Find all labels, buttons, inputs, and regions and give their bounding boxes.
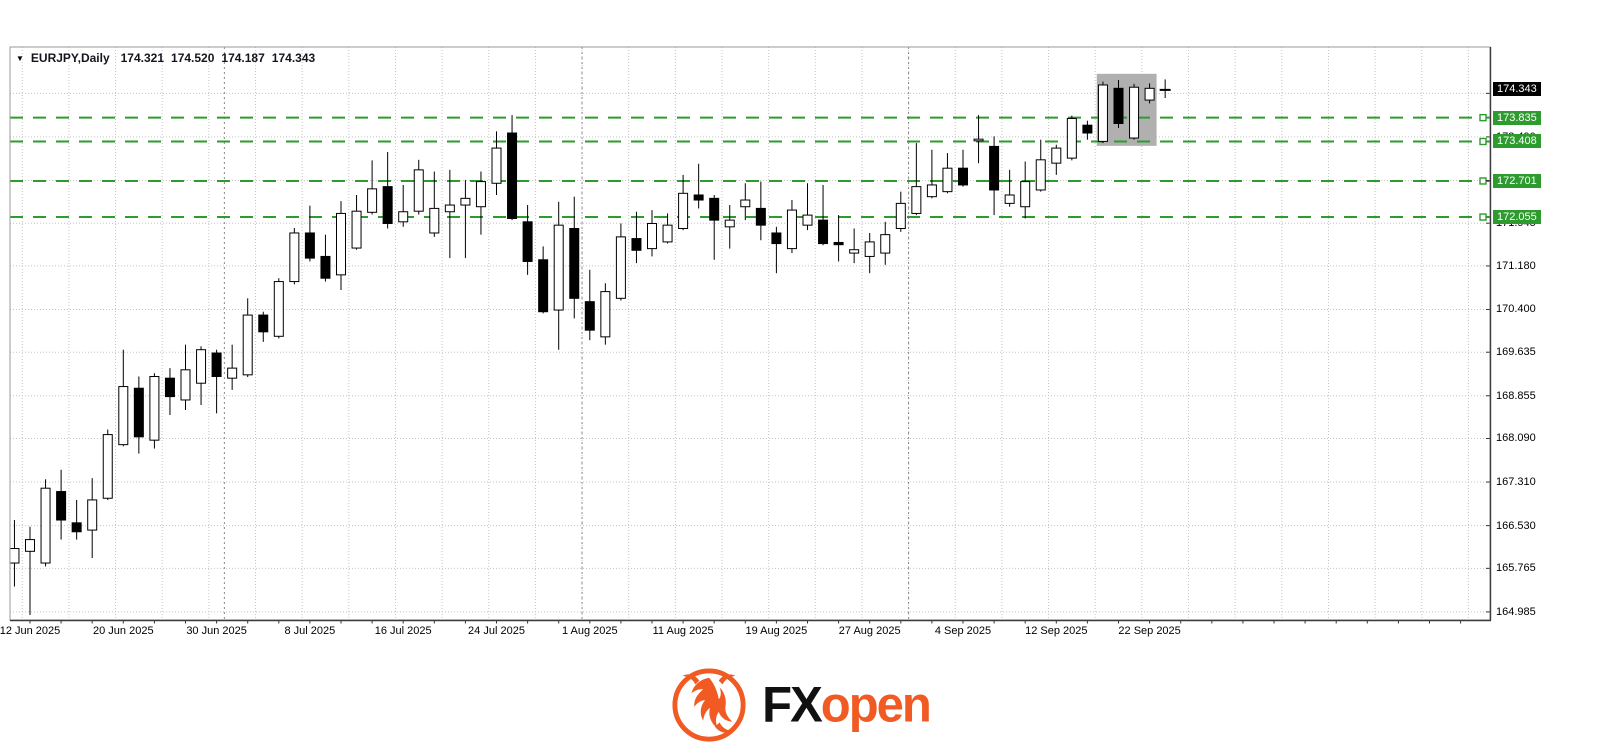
date-axis-label: 16 Jul 2025 — [374, 625, 432, 637]
fxopen-logo-icon — [672, 668, 746, 742]
date-axis-label: 19 Aug 2025 — [745, 625, 808, 637]
logo-text-fx: FX — [762, 676, 823, 733]
ohlc-low: 174.187 — [221, 51, 265, 65]
price-axis-tick: 170.400 — [1496, 303, 1536, 316]
price-axis-tick: 164.985 — [1496, 605, 1536, 618]
date-axis-label: 12 Sep 2025 — [1025, 625, 1088, 637]
sr-price-label[interactable]: 173.835 — [1493, 110, 1541, 125]
price-axis-tick: 168.090 — [1496, 432, 1536, 445]
sr-price-label[interactable]: 172.701 — [1493, 173, 1541, 188]
date-axis-label: 11 Aug 2025 — [652, 625, 714, 637]
date-axis-label: 24 Jul 2025 — [468, 625, 525, 637]
date-axis-label: 22 Sep 2025 — [1118, 625, 1181, 637]
chart-title[interactable]: ▼ EURJPY,Daily 174.321 174.520 174.187 1… — [16, 51, 315, 65]
fxopen-logo: FXopen — [0, 660, 1600, 750]
price-axis-tick: 169.635 — [1496, 346, 1536, 359]
price-axis-tick: 167.310 — [1496, 476, 1536, 489]
date-axis-label: 20 Jun 2025 — [93, 625, 154, 637]
date-axis-label: 1 Aug 2025 — [561, 625, 618, 637]
sr-price-label[interactable]: 173.408 — [1493, 134, 1541, 149]
price-axis-tick: 166.530 — [1496, 519, 1536, 532]
date-axis-label: 27 Aug 2025 — [838, 625, 901, 637]
date-axis-label: 12 Jun 2025 — [0, 625, 61, 637]
logo-text-open: open — [820, 676, 932, 733]
candlestick-chart: ▼ EURJPY,Daily 174.321 174.520 174.187 1… — [0, 0, 1600, 650]
sr-price-label[interactable]: 172.055 — [1493, 210, 1541, 225]
ohlc-high: 174.520 — [171, 51, 215, 65]
price-axis-tick: 165.765 — [1496, 562, 1536, 575]
ohlc-close: 174.343 — [271, 51, 316, 65]
ohlc-open: 174.321 — [120, 51, 165, 65]
price-axis-tick: 171.180 — [1496, 259, 1536, 272]
chart-canvas[interactable] — [0, 0, 1600, 650]
date-axis-label: 4 Sep 2025 — [934, 625, 992, 637]
date-axis-label: 8 Jul 2025 — [284, 625, 336, 637]
price-axis-tick: 168.855 — [1496, 389, 1536, 402]
current-price-label[interactable]: 174.343 — [1493, 82, 1541, 97]
date-axis-label: 30 Jun 2025 — [186, 625, 247, 637]
fxopen-logo-text: FXopen — [762, 676, 932, 733]
symbol-timeframe: EURJPY,Daily — [30, 51, 110, 65]
chevron-down-icon[interactable]: ▼ — [16, 53, 24, 63]
